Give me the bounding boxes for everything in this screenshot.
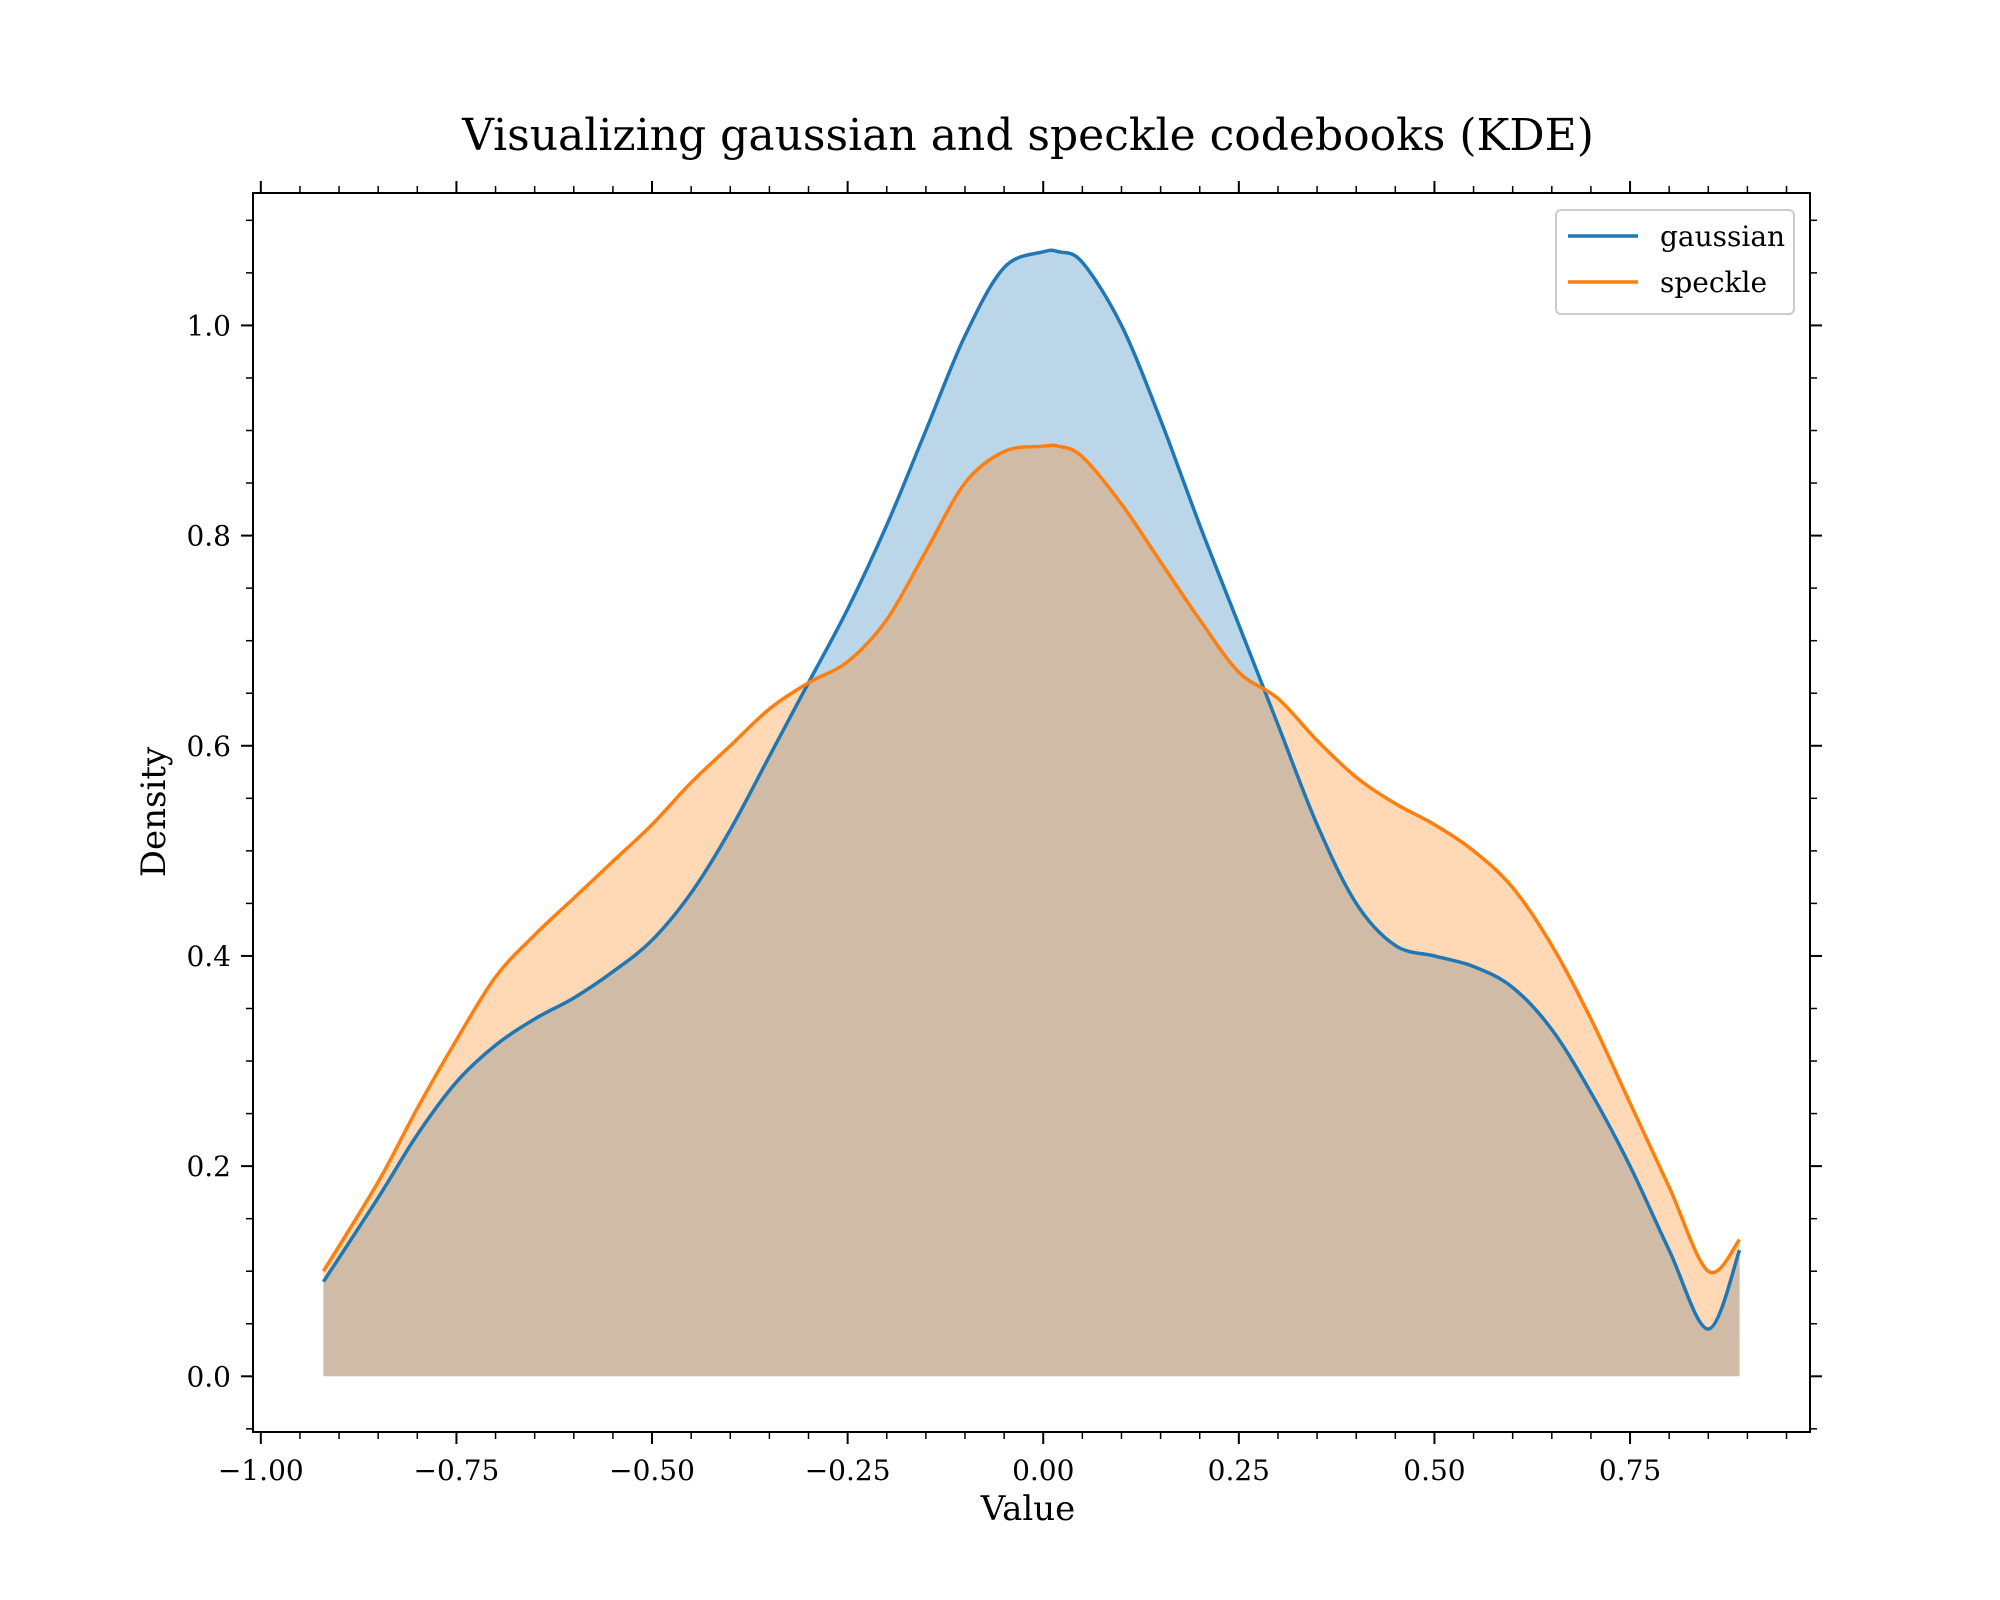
x-tick-label: 0.25 xyxy=(1208,1454,1270,1487)
x-tick-label: −0.75 xyxy=(414,1454,500,1487)
y-tick-label: 0.6 xyxy=(186,730,231,763)
series-fill-gaussian xyxy=(323,250,1740,1377)
axes: −1.00 −0.75 −0.50 −0.25 0.00 0.25 0.50 0.75 0.0 0… xyxy=(186,181,1822,1487)
x-tick-label: −0.50 xyxy=(609,1454,695,1487)
y-tick-label: 0.8 xyxy=(186,520,231,553)
y-tick-label: 1.0 xyxy=(186,309,231,342)
series-fill-speckle xyxy=(323,445,1740,1377)
series-fills xyxy=(323,250,1740,1377)
plot-frame xyxy=(252,192,1811,1433)
chart-title: Visualizing gaussian and speckle codeboo… xyxy=(461,110,1594,161)
y-tick-label: 0.0 xyxy=(186,1360,231,1393)
x-axis-label: Value xyxy=(980,1489,1076,1529)
y-axis-label: Density xyxy=(134,746,174,877)
series-line-speckle xyxy=(321,443,1741,1275)
x-tick-label: −1.00 xyxy=(218,1454,304,1487)
x-tick-label: 0.00 xyxy=(1012,1454,1074,1487)
x-tick-label: 0.75 xyxy=(1599,1454,1661,1487)
legend-label-gaussian: gaussian xyxy=(1660,220,1785,253)
y-tick-label: 0.4 xyxy=(186,940,231,973)
y-tick-label: 0.2 xyxy=(186,1150,231,1183)
x-tick-label: −0.25 xyxy=(805,1454,891,1487)
legend: gaussian speckle xyxy=(1555,209,1795,315)
x-tick-label: 0.50 xyxy=(1403,1454,1465,1487)
series-lines xyxy=(321,248,1742,1331)
legend-label-speckle: speckle xyxy=(1660,266,1767,299)
series-line-gaussian xyxy=(321,248,1742,1331)
